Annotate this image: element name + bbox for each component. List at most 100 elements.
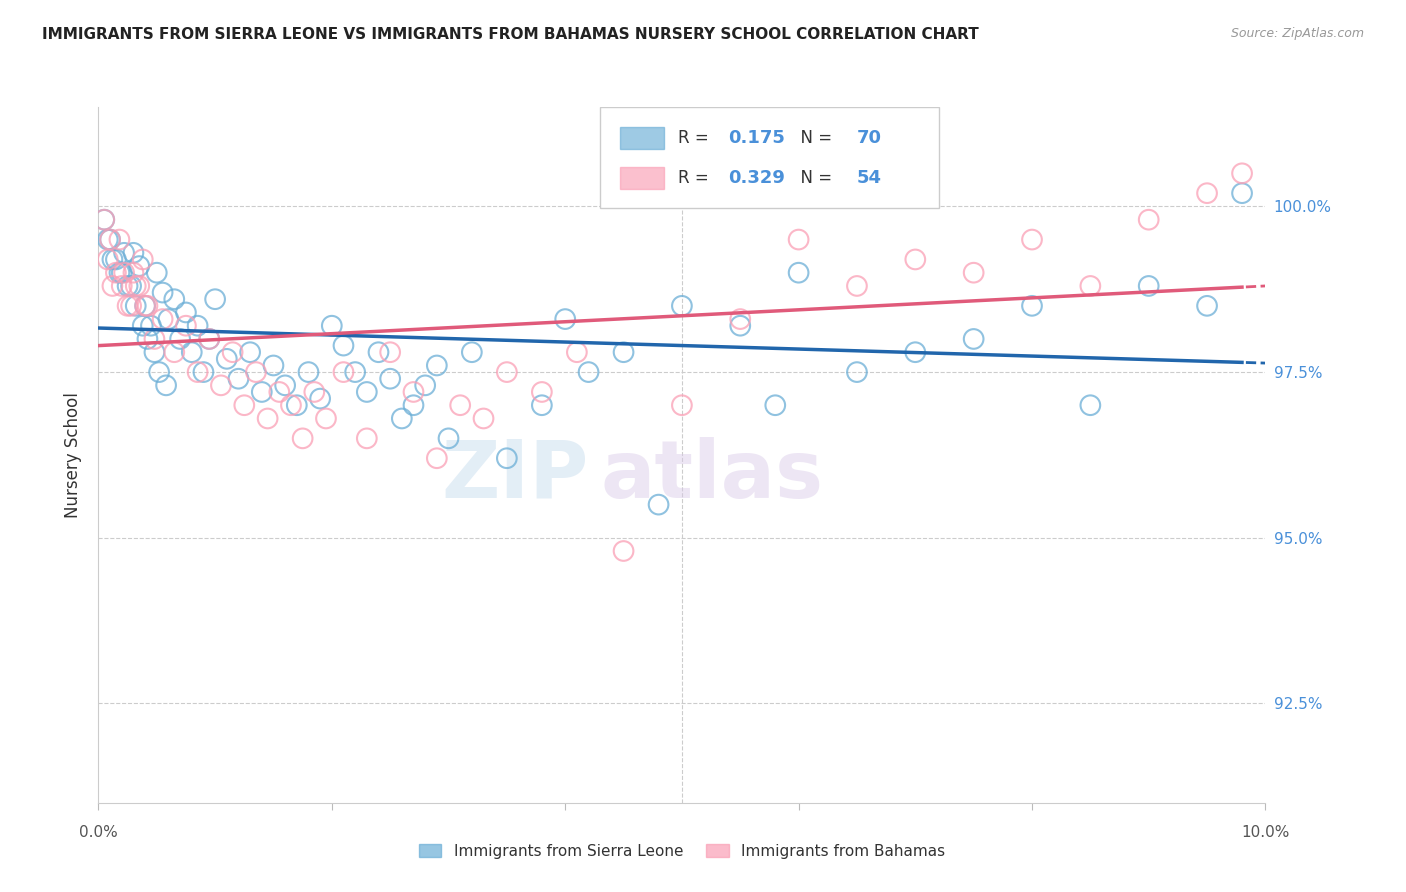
Text: 0.329: 0.329: [728, 169, 786, 187]
Point: [136, 299, 159, 313]
Point: [845, 365, 868, 379]
Point: [297, 365, 319, 379]
Point: [321, 318, 343, 333]
Point: [108, 233, 131, 247]
Point: [962, 266, 984, 280]
Point: [904, 252, 927, 267]
Point: [426, 451, 449, 466]
Point: [262, 359, 284, 373]
Point: [174, 305, 197, 319]
Point: [146, 266, 169, 280]
FancyBboxPatch shape: [620, 128, 665, 150]
Point: [472, 411, 495, 425]
Text: 0.0%: 0.0%: [79, 825, 118, 840]
Point: [671, 299, 693, 313]
Point: [98, 233, 121, 247]
Point: [157, 312, 180, 326]
Point: [426, 359, 449, 373]
Text: 70: 70: [858, 129, 882, 147]
Point: [332, 338, 354, 352]
Point: [132, 318, 155, 333]
Point: [125, 299, 148, 313]
Point: [221, 345, 243, 359]
Point: [143, 345, 166, 359]
Point: [461, 345, 484, 359]
Point: [356, 384, 378, 399]
Point: [97, 252, 120, 267]
Point: [209, 378, 232, 392]
Point: [136, 332, 159, 346]
Point: [332, 365, 354, 379]
Point: [104, 266, 127, 280]
Point: [198, 332, 221, 346]
Point: [269, 384, 291, 399]
Point: [122, 266, 145, 280]
Point: [1021, 299, 1043, 313]
Point: [787, 233, 810, 247]
Point: [495, 451, 517, 466]
Point: [612, 544, 634, 558]
Point: [274, 378, 297, 392]
Point: [111, 266, 134, 280]
Point: [101, 279, 124, 293]
Point: [152, 312, 174, 326]
Point: [112, 266, 135, 280]
Text: Source: ZipAtlas.com: Source: ZipAtlas.com: [1230, 27, 1364, 40]
Text: N =: N =: [790, 129, 838, 147]
Point: [285, 398, 308, 412]
Point: [101, 252, 124, 267]
Point: [125, 279, 148, 293]
Point: [198, 332, 221, 346]
Point: [120, 299, 142, 313]
Point: [845, 279, 868, 293]
Point: [117, 279, 139, 293]
Point: [730, 318, 752, 333]
Point: [449, 398, 471, 412]
Point: [671, 398, 693, 412]
Point: [437, 431, 460, 445]
Point: [647, 498, 669, 512]
Text: R =: R =: [679, 169, 714, 187]
Point: [367, 345, 389, 359]
Point: [187, 318, 209, 333]
Point: [315, 411, 337, 425]
Point: [1137, 212, 1160, 227]
Point: [344, 365, 367, 379]
Point: [413, 378, 436, 392]
Point: [530, 384, 553, 399]
Point: [93, 212, 115, 227]
Point: [402, 398, 425, 412]
Point: [1080, 279, 1102, 293]
Point: [1195, 299, 1218, 313]
Point: [204, 292, 226, 306]
Point: [612, 345, 634, 359]
FancyBboxPatch shape: [620, 167, 665, 189]
Point: [787, 266, 810, 280]
Point: [174, 318, 197, 333]
Point: [155, 378, 177, 392]
Point: [143, 332, 166, 346]
Point: [134, 299, 156, 313]
Point: [128, 259, 150, 273]
Point: [495, 365, 517, 379]
Text: R =: R =: [679, 129, 714, 147]
Point: [554, 312, 576, 326]
Point: [98, 233, 121, 247]
Point: [233, 398, 256, 412]
Point: [530, 398, 553, 412]
Point: [402, 384, 425, 399]
Point: [1080, 398, 1102, 412]
Point: [565, 345, 588, 359]
Point: [93, 212, 115, 227]
Point: [228, 372, 250, 386]
Point: [163, 345, 186, 359]
Point: [1021, 233, 1043, 247]
Point: [163, 292, 186, 306]
Point: [108, 266, 131, 280]
Point: [112, 245, 135, 260]
Point: [148, 365, 170, 379]
Point: [104, 252, 127, 267]
Text: 10.0%: 10.0%: [1241, 825, 1289, 840]
Text: atlas: atlas: [600, 437, 824, 515]
Point: [1230, 186, 1253, 201]
